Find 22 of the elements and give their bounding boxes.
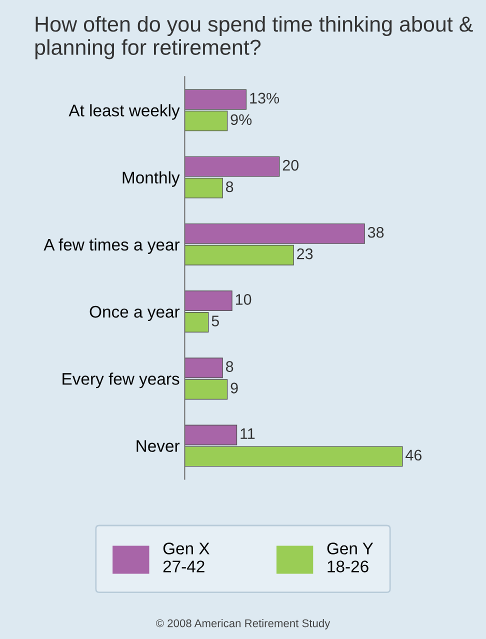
- legend-label: Gen X 27-42: [163, 542, 210, 572]
- data-label: 11: [240, 428, 255, 439]
- data-label: 8: [226, 181, 234, 192]
- data-label: 10: [236, 294, 252, 305]
- data-label: 9%: [230, 114, 252, 126]
- legend-label: Gen Y 18-26: [327, 542, 374, 572]
- y-tick-label: Never: [136, 440, 180, 452]
- y-tick-label: At least weekly: [68, 104, 180, 120]
- data-label: 23: [297, 248, 313, 260]
- data-label: 9: [230, 382, 238, 394]
- data-label: 46: [406, 450, 422, 461]
- data-label: 8: [226, 361, 234, 372]
- y-tick-label: Every few years: [62, 372, 180, 388]
- y-tick-label: Monthly: [122, 171, 180, 187]
- y-tick-label: Once a year: [90, 306, 180, 322]
- data-label: 13%: [250, 92, 280, 104]
- data-label: 5: [212, 316, 219, 326]
- data-label: 20: [282, 160, 299, 171]
- y-tick-label: A few times a year: [44, 238, 180, 254]
- chart-title: How often do you spend time thinking about & planning for retirement?: [35, 16, 473, 60]
- text: © 2008 American Retirement Study: [156, 619, 330, 630]
- data-label: 38: [368, 226, 384, 238]
